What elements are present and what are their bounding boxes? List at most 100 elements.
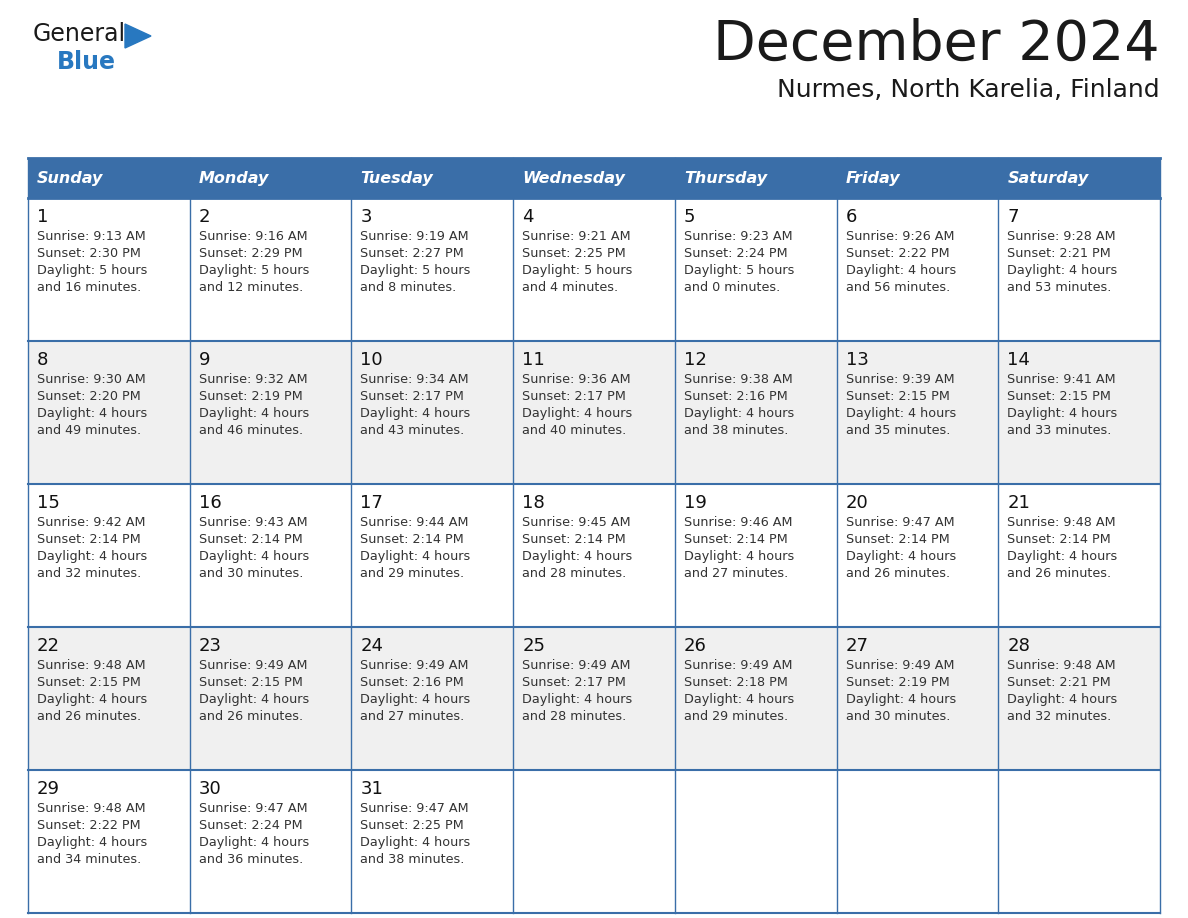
- Text: Sunrise: 9:26 AM: Sunrise: 9:26 AM: [846, 230, 954, 243]
- Text: 30: 30: [198, 780, 221, 798]
- Text: and 0 minutes.: and 0 minutes.: [684, 281, 781, 294]
- Bar: [29, 484, 1159, 627]
- Text: Sunrise: 9:49 AM: Sunrise: 9:49 AM: [846, 659, 954, 672]
- Text: Sunrise: 9:41 AM: Sunrise: 9:41 AM: [1007, 373, 1116, 386]
- Text: 6: 6: [846, 208, 857, 226]
- Text: and 33 minutes.: and 33 minutes.: [1007, 424, 1112, 437]
- Text: and 4 minutes.: and 4 minutes.: [523, 281, 618, 294]
- Text: 18: 18: [523, 494, 545, 512]
- Text: Sunset: 2:22 PM: Sunset: 2:22 PM: [37, 819, 140, 832]
- Text: 14: 14: [1007, 351, 1030, 369]
- Text: Monday: Monday: [198, 171, 270, 185]
- Text: and 26 minutes.: and 26 minutes.: [1007, 567, 1112, 580]
- Text: and 16 minutes.: and 16 minutes.: [37, 281, 141, 294]
- Text: Daylight: 4 hours: Daylight: 4 hours: [684, 693, 794, 706]
- Text: 23: 23: [198, 637, 222, 655]
- Text: Daylight: 4 hours: Daylight: 4 hours: [523, 693, 632, 706]
- Text: Daylight: 5 hours: Daylight: 5 hours: [523, 264, 632, 277]
- Text: and 27 minutes.: and 27 minutes.: [360, 710, 465, 723]
- Text: Sunrise: 9:45 AM: Sunrise: 9:45 AM: [523, 516, 631, 529]
- Text: 24: 24: [360, 637, 384, 655]
- Text: Sunrise: 9:48 AM: Sunrise: 9:48 AM: [37, 659, 146, 672]
- Text: and 26 minutes.: and 26 minutes.: [846, 567, 949, 580]
- Text: and 8 minutes.: and 8 minutes.: [360, 281, 456, 294]
- Text: Sunset: 2:14 PM: Sunset: 2:14 PM: [1007, 533, 1111, 546]
- Text: 26: 26: [684, 637, 707, 655]
- Text: Sunset: 2:20 PM: Sunset: 2:20 PM: [37, 390, 140, 403]
- Text: Daylight: 4 hours: Daylight: 4 hours: [846, 264, 956, 277]
- Text: Daylight: 4 hours: Daylight: 4 hours: [360, 407, 470, 420]
- Text: Sunset: 2:15 PM: Sunset: 2:15 PM: [198, 676, 303, 689]
- Text: and 49 minutes.: and 49 minutes.: [37, 424, 141, 437]
- Text: Sunset: 2:15 PM: Sunset: 2:15 PM: [846, 390, 949, 403]
- Text: Blue: Blue: [57, 50, 116, 74]
- Text: 8: 8: [37, 351, 49, 369]
- Text: Sunset: 2:17 PM: Sunset: 2:17 PM: [360, 390, 465, 403]
- Bar: [29, 198, 1159, 341]
- Text: Daylight: 4 hours: Daylight: 4 hours: [1007, 550, 1118, 563]
- Text: and 32 minutes.: and 32 minutes.: [37, 567, 141, 580]
- Text: 19: 19: [684, 494, 707, 512]
- Text: Sunrise: 9:49 AM: Sunrise: 9:49 AM: [523, 659, 631, 672]
- Text: 9: 9: [198, 351, 210, 369]
- Text: Daylight: 4 hours: Daylight: 4 hours: [198, 836, 309, 849]
- Text: Sunset: 2:16 PM: Sunset: 2:16 PM: [684, 390, 788, 403]
- Text: and 30 minutes.: and 30 minutes.: [198, 567, 303, 580]
- Text: Sunrise: 9:47 AM: Sunrise: 9:47 AM: [846, 516, 954, 529]
- Text: 13: 13: [846, 351, 868, 369]
- Text: Daylight: 4 hours: Daylight: 4 hours: [198, 407, 309, 420]
- Text: Daylight: 4 hours: Daylight: 4 hours: [1007, 693, 1118, 706]
- Text: Sunset: 2:25 PM: Sunset: 2:25 PM: [523, 247, 626, 260]
- Text: Daylight: 4 hours: Daylight: 4 hours: [37, 407, 147, 420]
- Text: Sunset: 2:21 PM: Sunset: 2:21 PM: [1007, 676, 1111, 689]
- Text: Sunrise: 9:44 AM: Sunrise: 9:44 AM: [360, 516, 469, 529]
- Text: 27: 27: [846, 637, 868, 655]
- Text: Sunrise: 9:48 AM: Sunrise: 9:48 AM: [37, 802, 146, 815]
- Text: Daylight: 4 hours: Daylight: 4 hours: [37, 693, 147, 706]
- Text: Daylight: 4 hours: Daylight: 4 hours: [37, 550, 147, 563]
- Text: Sunset: 2:29 PM: Sunset: 2:29 PM: [198, 247, 302, 260]
- Text: Sunrise: 9:34 AM: Sunrise: 9:34 AM: [360, 373, 469, 386]
- Text: Sunset: 2:24 PM: Sunset: 2:24 PM: [198, 819, 302, 832]
- Text: 20: 20: [846, 494, 868, 512]
- Text: 22: 22: [37, 637, 61, 655]
- Text: 2: 2: [198, 208, 210, 226]
- Text: and 56 minutes.: and 56 minutes.: [846, 281, 950, 294]
- Text: Daylight: 5 hours: Daylight: 5 hours: [198, 264, 309, 277]
- Text: Daylight: 4 hours: Daylight: 4 hours: [846, 407, 956, 420]
- Text: Sunrise: 9:48 AM: Sunrise: 9:48 AM: [1007, 659, 1116, 672]
- Text: 5: 5: [684, 208, 695, 226]
- Text: and 29 minutes.: and 29 minutes.: [684, 710, 788, 723]
- Text: Daylight: 4 hours: Daylight: 4 hours: [360, 550, 470, 563]
- Text: Sunset: 2:17 PM: Sunset: 2:17 PM: [523, 676, 626, 689]
- Text: Sunset: 2:14 PM: Sunset: 2:14 PM: [684, 533, 788, 546]
- Text: Sunset: 2:14 PM: Sunset: 2:14 PM: [846, 533, 949, 546]
- Text: Daylight: 4 hours: Daylight: 4 hours: [198, 550, 309, 563]
- Text: Sunset: 2:14 PM: Sunset: 2:14 PM: [523, 533, 626, 546]
- Text: 3: 3: [360, 208, 372, 226]
- Text: Sunrise: 9:13 AM: Sunrise: 9:13 AM: [37, 230, 146, 243]
- Text: Sunrise: 9:23 AM: Sunrise: 9:23 AM: [684, 230, 792, 243]
- Text: Sunrise: 9:49 AM: Sunrise: 9:49 AM: [198, 659, 308, 672]
- Text: and 28 minutes.: and 28 minutes.: [523, 710, 626, 723]
- Text: Sunset: 2:25 PM: Sunset: 2:25 PM: [360, 819, 465, 832]
- Text: Sunset: 2:17 PM: Sunset: 2:17 PM: [523, 390, 626, 403]
- Text: Sunrise: 9:30 AM: Sunrise: 9:30 AM: [37, 373, 146, 386]
- Text: Tuesday: Tuesday: [360, 171, 434, 185]
- Text: Sunset: 2:22 PM: Sunset: 2:22 PM: [846, 247, 949, 260]
- Text: and 46 minutes.: and 46 minutes.: [198, 424, 303, 437]
- Text: Sunrise: 9:32 AM: Sunrise: 9:32 AM: [198, 373, 308, 386]
- Text: Sunrise: 9:19 AM: Sunrise: 9:19 AM: [360, 230, 469, 243]
- Text: Daylight: 5 hours: Daylight: 5 hours: [360, 264, 470, 277]
- Text: 11: 11: [523, 351, 545, 369]
- Text: Daylight: 5 hours: Daylight: 5 hours: [684, 264, 795, 277]
- Text: Sunrise: 9:16 AM: Sunrise: 9:16 AM: [198, 230, 308, 243]
- Text: Sunrise: 9:39 AM: Sunrise: 9:39 AM: [846, 373, 954, 386]
- Text: 17: 17: [360, 494, 384, 512]
- Bar: [29, 770, 1159, 913]
- Text: Sunrise: 9:36 AM: Sunrise: 9:36 AM: [523, 373, 631, 386]
- Text: Sunset: 2:24 PM: Sunset: 2:24 PM: [684, 247, 788, 260]
- Text: and 35 minutes.: and 35 minutes.: [846, 424, 950, 437]
- Text: Daylight: 5 hours: Daylight: 5 hours: [37, 264, 147, 277]
- Text: 10: 10: [360, 351, 383, 369]
